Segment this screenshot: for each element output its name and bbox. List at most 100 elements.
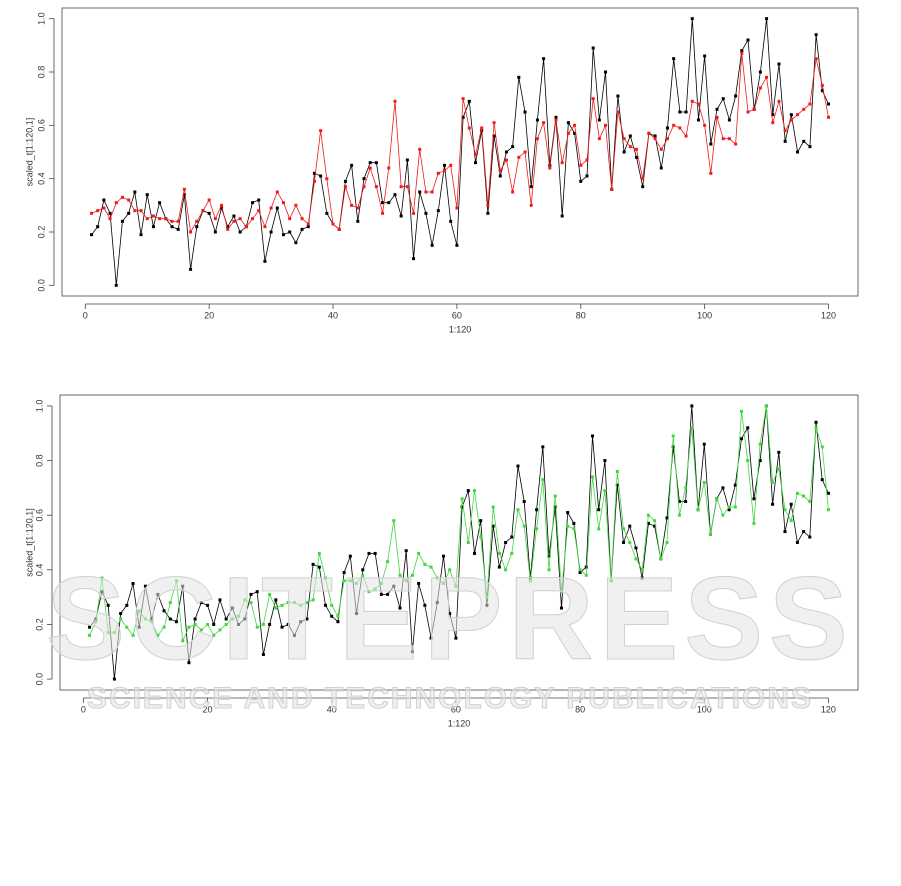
series-point: [387, 166, 391, 170]
series-point: [417, 551, 421, 555]
series-point: [257, 209, 261, 213]
series-point: [826, 491, 830, 495]
series-point: [108, 211, 112, 215]
series-point: [294, 241, 298, 245]
series-point: [727, 505, 731, 509]
series-point: [566, 524, 570, 528]
x-tick-label: 40: [328, 310, 338, 320]
series-point: [734, 94, 738, 98]
series-point: [467, 126, 471, 130]
x-axis-label: 1:120: [448, 718, 471, 728]
series-point: [771, 480, 775, 484]
series-point: [491, 505, 495, 509]
series-point: [559, 606, 563, 610]
series-point: [417, 581, 421, 585]
series-point: [244, 225, 248, 229]
series-point: [590, 434, 594, 438]
series-line: [91, 18, 829, 286]
series-point: [566, 121, 570, 125]
series-point: [331, 222, 335, 226]
series-point: [201, 209, 205, 213]
series-point: [218, 628, 222, 632]
series-point: [94, 620, 98, 624]
series-point: [343, 185, 347, 189]
series-point: [319, 174, 323, 178]
series-point: [430, 190, 434, 194]
series-point: [268, 622, 272, 626]
series-point: [473, 161, 477, 165]
series-point: [504, 158, 508, 162]
series-point: [226, 225, 230, 229]
series-point: [435, 576, 439, 580]
series-point: [777, 450, 781, 454]
series-point: [435, 601, 439, 605]
series-point: [224, 617, 228, 621]
series-point: [566, 510, 570, 514]
series-point: [814, 57, 818, 61]
series-point: [145, 217, 149, 221]
series-point: [189, 230, 193, 234]
series-point: [808, 535, 812, 539]
y-tick-label: 0.6: [36, 119, 46, 132]
series-point: [740, 437, 744, 441]
series-point: [523, 110, 527, 114]
series-point: [572, 521, 576, 525]
series-point: [783, 508, 787, 512]
series-point: [497, 551, 501, 555]
series-point: [100, 576, 104, 580]
series-point: [288, 230, 292, 234]
series-point: [553, 494, 557, 498]
series-point: [641, 185, 645, 189]
series-point: [758, 70, 762, 74]
series-point: [230, 606, 234, 610]
series-point: [325, 177, 329, 181]
series-point: [319, 129, 323, 133]
series-point: [573, 131, 577, 135]
series-point: [206, 622, 210, 626]
series-point: [448, 568, 452, 572]
series-point: [348, 579, 352, 583]
series-point: [356, 219, 360, 223]
series-point: [306, 222, 310, 226]
series-point: [535, 527, 539, 531]
series-point: [393, 99, 397, 103]
series-point: [443, 163, 447, 167]
series-point: [356, 206, 360, 210]
series-line: [89, 405, 829, 643]
series-point: [696, 102, 700, 106]
series-point: [164, 217, 168, 221]
series-point: [559, 590, 563, 594]
series-point: [448, 612, 452, 616]
series-point: [516, 508, 520, 512]
series-point: [100, 590, 104, 594]
series-point: [517, 75, 521, 79]
series-point: [362, 185, 366, 189]
series-point: [102, 198, 106, 202]
series-point: [764, 404, 768, 408]
series-point: [281, 201, 285, 205]
series-point: [143, 617, 147, 621]
series-point: [802, 494, 806, 498]
series-point: [616, 94, 620, 98]
series-point: [492, 134, 496, 138]
series-point: [275, 190, 279, 194]
series-point: [547, 554, 551, 558]
series-point: [399, 185, 403, 189]
series-point: [114, 283, 118, 287]
series-point: [243, 617, 247, 621]
series-point: [671, 445, 675, 449]
series-point: [665, 516, 669, 520]
series-point: [653, 524, 657, 528]
series-point: [808, 500, 812, 504]
series-point: [114, 201, 118, 205]
series-point: [181, 639, 185, 643]
series-point: [715, 497, 719, 501]
x-tick-label: 40: [327, 704, 337, 714]
series-point: [449, 163, 453, 167]
series-point: [597, 508, 601, 512]
series-point: [480, 126, 484, 130]
series-point: [646, 513, 650, 517]
y-tick-label: 1.0: [36, 12, 46, 25]
series-point: [237, 622, 241, 626]
series-point: [193, 617, 197, 621]
